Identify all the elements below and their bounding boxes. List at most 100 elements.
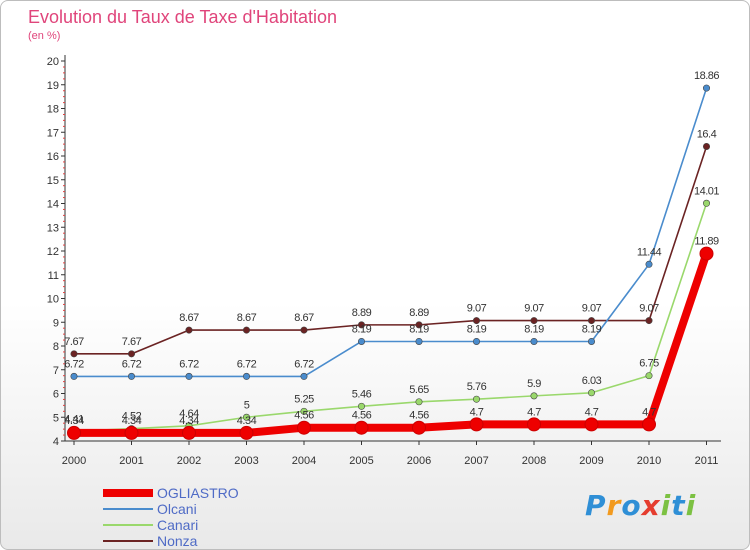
y-tick-label: 10 xyxy=(47,294,59,306)
data-label-olcani: 18.86 xyxy=(694,70,719,82)
legend-swatch xyxy=(103,540,153,542)
point-olcani xyxy=(472,337,480,345)
point-ogliastro xyxy=(124,425,139,440)
logo-letter: t xyxy=(671,489,686,522)
data-label-olcani: 8.19 xyxy=(409,323,429,335)
data-label-ogliastro: 4.56 xyxy=(409,410,429,422)
point-canari xyxy=(530,392,538,400)
data-label-ogliastro: 11.89 xyxy=(694,236,719,248)
point-canari xyxy=(300,407,308,415)
point-olcani xyxy=(702,84,710,92)
data-label-canari: 5 xyxy=(244,399,250,411)
point-ogliastro xyxy=(412,420,426,435)
data-label-canari: 14.01 xyxy=(694,185,719,197)
data-label-canari: 6.03 xyxy=(582,375,602,387)
data-label-nonza: 9.07 xyxy=(639,303,659,315)
point-nonza xyxy=(472,317,480,325)
data-label-olcani: 6.72 xyxy=(237,358,257,370)
data-label-olcani: 8.19 xyxy=(352,323,372,335)
point-canari xyxy=(243,413,251,421)
data-labels: 7.67 7.67 8.67 8.67 8.67 8.89 8.89 9.07 9.07 9.07… xyxy=(64,70,720,427)
point-canari xyxy=(415,398,423,406)
series-line-canari xyxy=(73,203,708,433)
y-tick-label: 7 xyxy=(53,365,59,377)
point-nonza xyxy=(530,317,538,325)
point-ogliastro xyxy=(584,417,599,432)
x-tick-label: 2003 xyxy=(234,455,258,467)
legend-label: Nonza xyxy=(157,533,198,549)
logo-letter: P xyxy=(585,489,607,522)
series-line-ogliastro xyxy=(74,252,711,437)
y-tick-label: 14 xyxy=(47,199,59,211)
point-ogliastro xyxy=(354,420,369,435)
data-label-nonza: 9.07 xyxy=(467,303,487,315)
y-tick-label: 4 xyxy=(53,436,59,448)
data-label-ogliastro: 4.56 xyxy=(352,410,372,422)
data-label-ogliastro: 4.7 xyxy=(527,406,541,418)
data-label-ogliastro: 4.56 xyxy=(294,410,314,422)
point-ogliastro xyxy=(239,425,254,440)
data-label-nonza: 7.67 xyxy=(64,336,84,348)
data-label-olcani: 8.19 xyxy=(582,323,602,335)
x-tick-label: 2006 xyxy=(407,455,431,467)
data-label-olcani: 8.19 xyxy=(467,323,487,335)
x-tick-label: 2004 xyxy=(292,455,316,467)
data-label-ogliastro: 4.7 xyxy=(642,406,656,418)
legend-swatch xyxy=(103,508,153,510)
y-tick-label: 18 xyxy=(47,104,59,116)
y-tick-label: 13 xyxy=(47,222,59,234)
data-label-nonza: 8.67 xyxy=(237,312,257,324)
data-label-olcani: 6.72 xyxy=(122,358,142,370)
x-tick-label: 2009 xyxy=(579,455,603,467)
legend-swatch xyxy=(103,524,153,526)
y-tick-label: 20 xyxy=(47,56,59,68)
point-nonza xyxy=(70,350,78,358)
point-canari xyxy=(357,402,365,410)
data-label-nonza: 7.67 xyxy=(122,336,142,348)
legend-label: Canari xyxy=(157,517,199,533)
x-tick-label: 2007 xyxy=(464,455,488,467)
point-ogliastro xyxy=(297,420,311,435)
y-tick-label: 9 xyxy=(53,317,59,329)
data-label-canari: 5.76 xyxy=(467,381,487,393)
point-olcani xyxy=(300,372,308,380)
y-tick-label: 12 xyxy=(47,246,59,258)
point-nonza xyxy=(243,326,251,334)
series-lines xyxy=(67,84,714,440)
x-tick-label: 2008 xyxy=(522,455,546,467)
y-tick-label: 17 xyxy=(47,127,59,139)
point-olcani xyxy=(415,337,423,345)
data-label-canari: 5.9 xyxy=(527,378,541,390)
y-tick-label: 16 xyxy=(47,151,59,163)
point-olcani xyxy=(128,372,136,380)
point-nonza xyxy=(185,326,193,334)
data-label-ogliastro: 4.34 xyxy=(122,415,142,427)
y-tick-label: 19 xyxy=(47,80,59,92)
data-label-nonza: 8.67 xyxy=(294,312,314,324)
series-line-olcani xyxy=(74,87,708,378)
point-nonza xyxy=(300,326,308,334)
legend-label: Olcani xyxy=(157,501,197,517)
y-tick-label: 8 xyxy=(53,341,59,353)
data-label-nonza: 9.07 xyxy=(582,303,602,315)
x-tick-label: 2010 xyxy=(637,455,661,467)
point-olcani xyxy=(530,337,538,345)
point-olcani xyxy=(587,337,595,345)
data-label-nonza: 8.89 xyxy=(352,307,372,319)
logo-letter: i xyxy=(660,489,672,522)
point-canari xyxy=(587,389,595,397)
point-ogliastro xyxy=(469,417,484,432)
data-label-nonza: 8.89 xyxy=(409,307,429,319)
data-label-canari: 4.52 xyxy=(122,411,142,423)
y-tick-label: 11 xyxy=(48,270,59,282)
y-tick-label: 15 xyxy=(47,175,59,187)
point-nonza xyxy=(645,317,653,325)
data-label-ogliastro: 4.7 xyxy=(585,406,599,418)
x-tick-label: 2000 xyxy=(62,455,86,467)
point-nonza xyxy=(128,350,136,358)
data-label-olcani: 11.44 xyxy=(637,246,662,258)
data-label-ogliastro: 4.7 xyxy=(470,406,484,418)
data-label-ogliastro: 4.34 xyxy=(237,415,257,427)
